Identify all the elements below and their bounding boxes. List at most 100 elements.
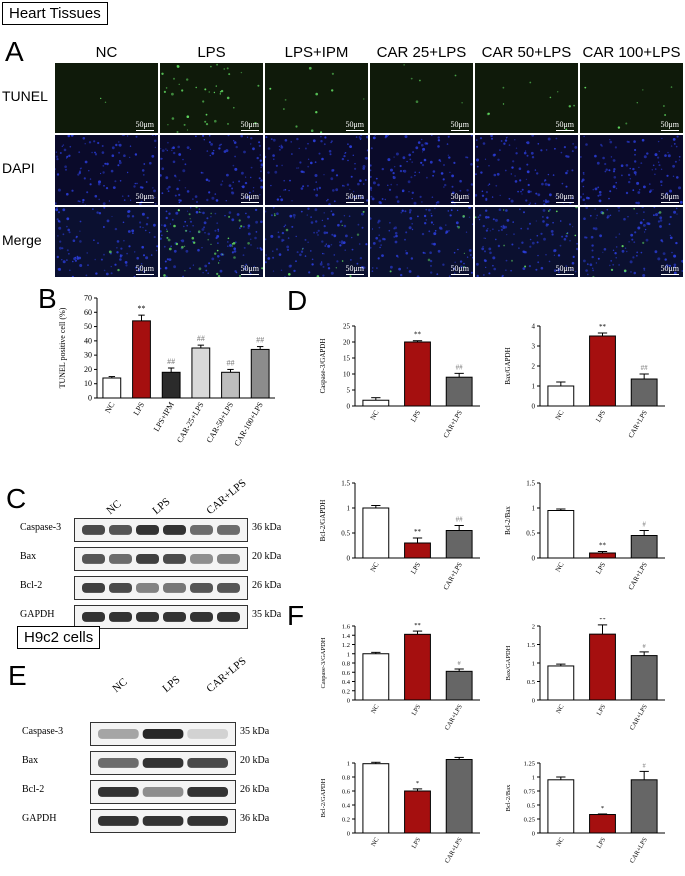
y-tick-label: 1.5 xyxy=(341,480,350,488)
blot-lane-label: CAR+LPS xyxy=(204,655,249,695)
micrograph-merge-1: 50μm xyxy=(160,207,263,277)
chart-f-caspase3: 0 0.2 0.4 0.6 0.8 1 1.2 1.4 1.6 Caspase-3/GAPDH NC… xyxy=(320,622,480,731)
bar-LPS xyxy=(404,790,431,834)
micrograph-merge-5: 50μm xyxy=(580,207,683,277)
y-tick-label: 0.6 xyxy=(342,789,351,796)
y-tick-label: 1.5 xyxy=(527,642,535,649)
micrograph-tunel-4: 50μm xyxy=(475,63,578,133)
category-label: CAR+LPS xyxy=(442,561,464,591)
y-tick-label: 1.5 xyxy=(526,480,535,488)
blot-lane-label: LPS xyxy=(160,673,183,695)
y-tick-label: 20 xyxy=(343,339,351,347)
bar-NC xyxy=(362,763,390,834)
y-tick-label: 0.4 xyxy=(342,803,351,810)
row-label-dapi: DAPI xyxy=(2,160,35,176)
chart-d-bax: 0 1 2 3 4 Bax/GAPDH NC ** LPS ## CAR+LPS xyxy=(504,323,665,439)
scale-bar: 50μm xyxy=(450,120,469,129)
significance-mark: ## xyxy=(456,363,464,371)
y-axis-label: Bcl-2/Bax xyxy=(505,784,512,811)
category-label: CAR-100+LPS xyxy=(232,401,265,448)
bar-NC xyxy=(362,399,390,407)
y-tick-label: 1 xyxy=(532,775,535,782)
y-tick-label: 0.8 xyxy=(342,661,350,668)
h9c2-title: H9c2 cells xyxy=(17,626,101,649)
column-header-4: CAR 50+LPS xyxy=(481,44,572,61)
scale-bar: 50μm xyxy=(660,192,679,201)
y-tick-label: 0 xyxy=(347,831,350,838)
y-tick-label: 10 xyxy=(84,379,92,388)
micrograph-merge-4: 50μm xyxy=(475,207,578,277)
panel-letter-f: F xyxy=(287,600,305,631)
scale-bar: 50μm xyxy=(450,192,469,201)
significance-mark: ** xyxy=(414,622,421,629)
significance-mark: # xyxy=(643,762,647,769)
y-tick-label: 50 xyxy=(84,322,92,331)
blot-band-row xyxy=(90,751,236,775)
significance-mark: * xyxy=(416,780,419,787)
y-axis-label: TUNEL positive cell (%) xyxy=(58,307,67,388)
blot-lane-label: CAR+LPS xyxy=(204,477,249,517)
bar-CAR+LPS xyxy=(630,655,658,701)
chart-d-bcl2-bax: 0 0.5 1 1.5 Bcl-2/Bax NC ** LPS # CAR+LPS xyxy=(504,480,665,591)
y-tick-label: 0 xyxy=(532,698,535,705)
column-header-2: LPS+IPM xyxy=(284,44,349,61)
blot-protein-label: Bax xyxy=(20,551,37,562)
y-tick-label: 0.4 xyxy=(342,679,351,686)
significance-mark: # xyxy=(643,643,647,650)
micrograph-merge-0: 50μm xyxy=(55,207,158,277)
micrograph-dapi-1: 50μm xyxy=(160,135,263,205)
category-label: CAR+LPS xyxy=(442,409,464,439)
bar-LPS xyxy=(404,341,431,407)
bar-NC xyxy=(547,385,575,407)
blot-protein-label: GAPDH xyxy=(22,813,57,824)
y-axis-label: Bcl-2/Bax xyxy=(504,506,512,535)
bar-NC xyxy=(362,653,390,701)
category-label: LPS xyxy=(132,401,147,417)
significance-mark: ## xyxy=(167,357,175,366)
bar-CAR+LPS xyxy=(445,376,473,407)
category-label: LPS xyxy=(411,836,423,850)
significance-mark: ** xyxy=(414,528,422,536)
y-tick-label: 1.6 xyxy=(342,624,351,631)
chart-f-bcl2-bax: 0 0.25 0.5 0.75 1 1.25 Bcl-2/Bax NC * LPS # CAR+LPS xyxy=(505,761,665,864)
y-tick-label: 0 xyxy=(347,555,351,563)
scale-bar: 50μm xyxy=(345,264,364,273)
micrograph-dapi-0: 50μm xyxy=(55,135,158,205)
y-tick-label: 0.5 xyxy=(527,803,535,810)
bar-CAR+LPS xyxy=(445,759,473,834)
y-tick-label: 0.2 xyxy=(342,817,350,824)
panel-letter-a: A xyxy=(5,36,24,67)
y-tick-label: 0.25 xyxy=(524,817,535,824)
blot-size-label: 36 kDa xyxy=(252,522,282,533)
blot-lane-label: NC xyxy=(110,675,130,695)
figure-title: Heart Tissues xyxy=(2,2,108,25)
blot-protein-label: Caspase-3 xyxy=(20,522,62,533)
micrograph-tunel-2: 50μm xyxy=(265,63,368,133)
significance-mark: ** xyxy=(599,618,606,623)
panel-letter-d: D xyxy=(287,285,308,316)
micrograph-tunel-3: 50μm xyxy=(370,63,473,133)
blot-size-label: 35 kDa xyxy=(240,726,270,737)
y-tick-label: 2 xyxy=(532,363,536,371)
chart-d-bcl2: 0 0.5 1 1.5 Bcl-2/GAPDH NC ** LPS ## CAR+LPS xyxy=(319,480,480,591)
y-tick-label: 5 xyxy=(347,387,351,395)
micrograph-dapi-5: 50μm xyxy=(580,135,683,205)
blot-band-row xyxy=(74,518,248,542)
scale-bar: 50μm xyxy=(660,264,679,273)
y-tick-label: 30 xyxy=(84,351,92,360)
category-label: CAR+LPS xyxy=(627,561,649,591)
blot-band-row xyxy=(74,547,248,571)
micrograph-tunel-1: 50μm xyxy=(160,63,263,133)
row-label-merge: Merge xyxy=(2,232,42,248)
scale-bar: 50μm xyxy=(240,192,259,201)
category-label: LPS+IPM xyxy=(152,401,176,434)
bar-NC xyxy=(547,510,575,559)
y-tick-label: 0.5 xyxy=(527,679,535,686)
category-label: CAR+LPS xyxy=(629,703,649,731)
y-axis-label: Bcl-2/GAPDH xyxy=(320,778,327,817)
row-label-tunel: TUNEL xyxy=(2,88,48,104)
bar-LPS xyxy=(132,320,151,399)
category-label: CAR+LPS xyxy=(444,703,464,731)
micrograph-tunel-5: 50μm xyxy=(580,63,683,133)
